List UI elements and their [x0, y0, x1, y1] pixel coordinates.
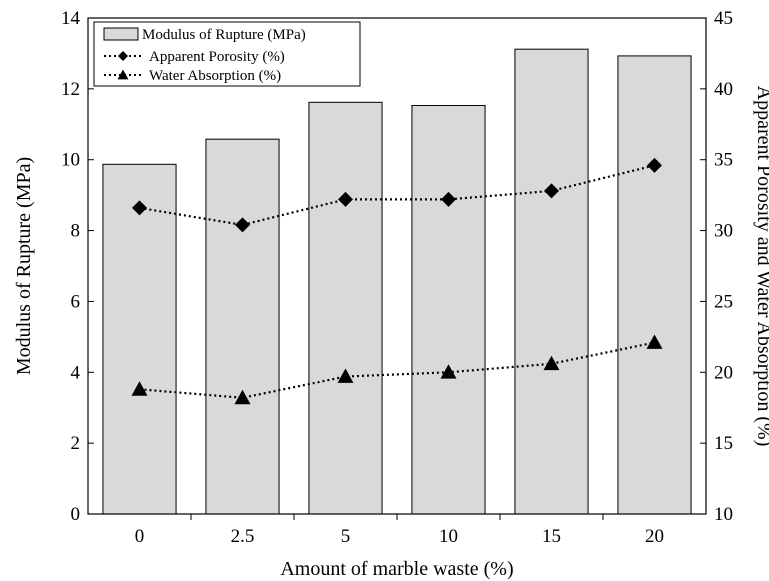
legend: Modulus of Rupture (MPa) Apparent Porosi… — [93, 21, 361, 87]
x-tick-label: 15 — [542, 526, 561, 547]
y-tick-label: 12 — [61, 79, 80, 100]
bar-20 — [617, 55, 692, 515]
y-tick-label: 2 — [71, 433, 81, 454]
y-tick-label: 10 — [61, 150, 80, 171]
y-tick-label: 4 — [71, 362, 81, 383]
y-tick-label: 0 — [71, 504, 81, 525]
x-tick-label: 5 — [341, 526, 351, 547]
y2-tick-label: 20 — [714, 362, 733, 383]
plot-area-frame — [87, 17, 707, 515]
porosity-point-2.5 — [235, 217, 250, 233]
x-tick-label: 20 — [645, 526, 664, 547]
lines-layer — [131, 157, 663, 405]
y-tick-label: 8 — [71, 221, 81, 242]
y2-tick-label: 35 — [714, 150, 733, 171]
porosity-point-20 — [647, 157, 662, 173]
porosity-point-15 — [544, 183, 559, 199]
bar-10 — [411, 105, 486, 515]
water-absorption-point-0 — [131, 381, 148, 396]
bar-0 — [102, 163, 177, 515]
bar-15 — [514, 48, 589, 515]
water-absorption-point-20 — [646, 334, 663, 349]
x-axis-label: Amount of marble waste (%) — [280, 558, 513, 580]
legend-swatch-modulus — [103, 27, 139, 41]
porosity-point-5 — [338, 191, 353, 207]
y2-tick-label: 45 — [714, 8, 733, 29]
legend-label-water-absorption: Water Absorption (%) — [149, 68, 281, 84]
y-tick-label: 6 — [71, 291, 81, 312]
y2-axis-label: Apparent Porosity and Water Absorption (… — [753, 86, 769, 447]
y2-tick-label: 40 — [714, 79, 733, 100]
porosity-line — [139, 164, 655, 227]
bar-2.5 — [205, 138, 280, 515]
water-absorption-point-10 — [440, 364, 457, 379]
water-absorption-point-2.5 — [234, 389, 251, 405]
bar-5 — [308, 101, 383, 515]
legend-diamond-marker — [118, 51, 128, 61]
porosity-point-0 — [132, 200, 147, 216]
ticks-layer: 0 2 4 6 8 10 12 14 10 15 20 25 30 35 40 45 0 2.5 5 10 15 20 — [61, 8, 733, 547]
water-absorption-line — [139, 341, 655, 399]
y-tick-label: 14 — [61, 8, 81, 29]
x-tick-label: 10 — [439, 526, 458, 547]
x-tick-label: 0 — [135, 526, 145, 547]
water-absorption-point-5 — [337, 368, 354, 383]
y2-tick-label: 15 — [714, 433, 733, 454]
legend-label-modulus: Modulus of Rupture (MPa) — [142, 27, 306, 43]
water-absorption-point-15 — [543, 355, 560, 371]
legend-label-porosity: Apparent Porosity (%) — [149, 49, 285, 65]
legend-triangle-marker — [117, 69, 129, 80]
y2-tick-label: 10 — [714, 504, 733, 525]
y-axis-label: Modulus of Rupture (MPa) — [13, 157, 35, 375]
x-tick-label: 2.5 — [231, 526, 255, 547]
y2-tick-label: 30 — [714, 221, 733, 242]
bars-layer — [102, 48, 692, 515]
y2-tick-label: 25 — [714, 291, 733, 312]
porosity-point-10 — [441, 191, 456, 207]
